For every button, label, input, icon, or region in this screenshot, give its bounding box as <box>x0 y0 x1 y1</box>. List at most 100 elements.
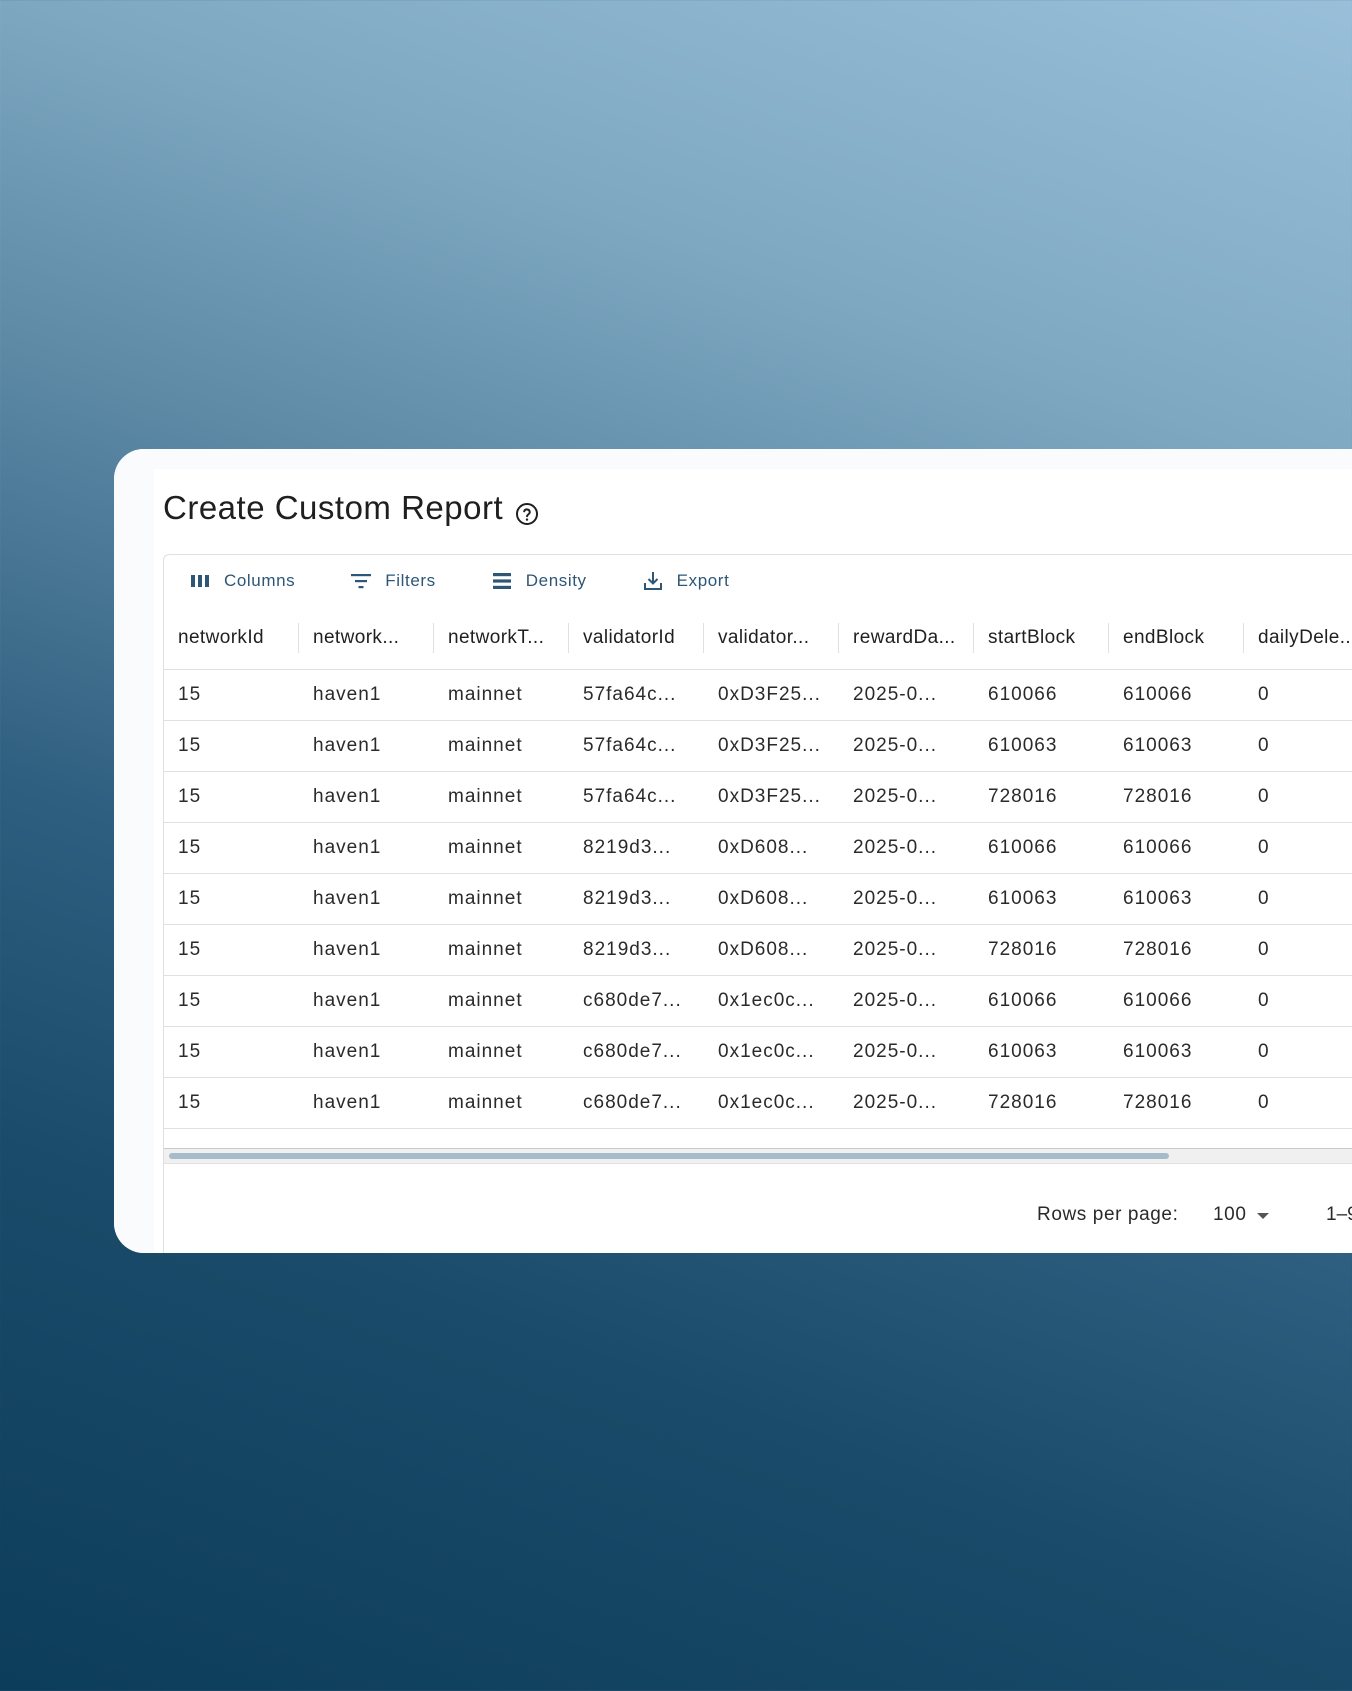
table-cell[interactable]: haven1 <box>313 939 382 960</box>
table-cell[interactable]: 610063 <box>1123 735 1193 756</box>
column-header[interactable]: dailyDele... <box>1244 607 1352 669</box>
table-cell[interactable]: 2025-0... <box>853 939 937 960</box>
column-header[interactable]: validator... <box>704 607 839 669</box>
column-header[interactable]: validatorId <box>569 607 704 669</box>
column-separator[interactable] <box>838 623 839 653</box>
column-separator[interactable] <box>973 623 974 653</box>
table-cell[interactable]: 0x1ec0c... <box>718 1041 815 1062</box>
filters-button[interactable]: Filters <box>349 569 435 593</box>
table-cell[interactable]: 0x1ec0c... <box>718 1092 815 1113</box>
table-cell[interactable]: 15 <box>178 735 202 756</box>
table-cell[interactable]: 2025-0... <box>853 684 937 705</box>
table-cell[interactable]: haven1 <box>313 735 382 756</box>
table-cell[interactable]: haven1 <box>313 837 382 858</box>
table-cell[interactable]: 610063 <box>988 888 1058 909</box>
table-cell[interactable]: mainnet <box>448 786 523 807</box>
table-cell[interactable]: 610066 <box>1123 990 1193 1011</box>
table-cell[interactable]: 15 <box>178 684 202 705</box>
table-row[interactable]: 15 haven1 mainnet 8219d3... 0xD608... 2025-0.… <box>164 874 1352 925</box>
table-cell[interactable]: 57fa64c... <box>583 786 677 807</box>
table-cell[interactable]: 728016 <box>1123 786 1193 807</box>
table-cell[interactable]: 15 <box>178 990 202 1011</box>
table-cell[interactable]: 0 <box>1258 1092 1270 1113</box>
table-row[interactable]: 15 haven1 mainnet c680de7... 0x1ec0c... 2025-… <box>164 1027 1352 1078</box>
table-cell[interactable]: 610066 <box>988 837 1058 858</box>
table-cell[interactable]: 2025-0... <box>853 1041 937 1062</box>
table-cell[interactable]: 610066 <box>1123 684 1193 705</box>
table-cell[interactable]: 0xD608... <box>718 939 809 960</box>
table-row[interactable]: 15 haven1 mainnet c680de7... 0x1ec0c... 2025-… <box>164 1078 1352 1129</box>
table-cell[interactable]: 728016 <box>988 939 1058 960</box>
table-cell[interactable]: mainnet <box>448 1092 523 1113</box>
table-cell[interactable]: 8219d3... <box>583 939 672 960</box>
table-cell[interactable]: 610063 <box>1123 1041 1193 1062</box>
table-cell[interactable]: 2025-0... <box>853 888 937 909</box>
table-cell[interactable]: 0xD3F25... <box>718 786 821 807</box>
table-cell[interactable]: haven1 <box>313 990 382 1011</box>
table-cell[interactable]: 2025-0... <box>853 837 937 858</box>
table-cell[interactable]: mainnet <box>448 837 523 858</box>
table-cell[interactable]: 15 <box>178 837 202 858</box>
table-cell[interactable]: 0 <box>1258 735 1270 756</box>
table-cell[interactable]: haven1 <box>313 1041 382 1062</box>
help-circle-icon[interactable] <box>515 496 539 525</box>
table-cell[interactable]: 57fa64c... <box>583 735 677 756</box>
column-separator[interactable] <box>568 623 569 653</box>
table-cell[interactable]: 57fa64c... <box>583 684 677 705</box>
scrollbar-thumb[interactable] <box>169 1153 1169 1159</box>
table-cell[interactable]: 0 <box>1258 684 1270 705</box>
table-cell[interactable]: mainnet <box>448 888 523 909</box>
table-cell[interactable]: 0x1ec0c... <box>718 990 815 1011</box>
table-cell[interactable]: 0 <box>1258 1041 1270 1062</box>
table-cell[interactable]: 0 <box>1258 990 1270 1011</box>
table-cell[interactable]: 610066 <box>988 990 1058 1011</box>
columns-button[interactable]: Columns <box>188 569 295 593</box>
table-row[interactable]: 15 haven1 mainnet 57fa64c... 0xD3F25... 2025-… <box>164 670 1352 721</box>
table-cell[interactable]: mainnet <box>448 990 523 1011</box>
table-cell[interactable]: 0xD608... <box>718 837 809 858</box>
column-separator[interactable] <box>433 623 434 653</box>
table-cell[interactable]: mainnet <box>448 735 523 756</box>
density-button[interactable]: Density <box>490 569 587 593</box>
table-cell[interactable]: 610063 <box>1123 888 1193 909</box>
table-cell[interactable]: 2025-0... <box>853 1092 937 1113</box>
table-cell[interactable]: 0xD608... <box>718 888 809 909</box>
export-button[interactable]: Export <box>641 569 730 593</box>
column-separator[interactable] <box>703 623 704 653</box>
table-cell[interactable]: 610066 <box>988 684 1058 705</box>
table-row[interactable]: 15 haven1 mainnet 8219d3... 0xD608... 2025-0.… <box>164 823 1352 874</box>
column-header[interactable]: endBlock <box>1109 607 1244 669</box>
table-cell[interactable]: 2025-0... <box>853 735 937 756</box>
table-cell[interactable]: 0 <box>1258 888 1270 909</box>
table-cell[interactable]: 0 <box>1258 837 1270 858</box>
table-cell[interactable]: 8219d3... <box>583 888 672 909</box>
table-row[interactable]: 15 haven1 mainnet 57fa64c... 0xD3F25... 2025-… <box>164 721 1352 772</box>
horizontal-scrollbar[interactable] <box>164 1148 1352 1164</box>
table-cell[interactable]: mainnet <box>448 1041 523 1062</box>
rows-per-page-select[interactable]: 100 <box>1213 1185 1269 1245</box>
table-cell[interactable]: 0xD3F25... <box>718 684 821 705</box>
table-row[interactable]: 15 haven1 mainnet c680de7... 0x1ec0c... 2025-… <box>164 976 1352 1027</box>
column-header[interactable]: rewardDa... <box>839 607 974 669</box>
table-cell[interactable]: 15 <box>178 786 202 807</box>
table-cell[interactable]: haven1 <box>313 684 382 705</box>
table-row[interactable]: 15 haven1 mainnet 57fa64c... 0xD3F25... 2025-… <box>164 772 1352 823</box>
table-cell[interactable]: c680de7... <box>583 990 682 1011</box>
table-cell[interactable]: 15 <box>178 888 202 909</box>
table-cell[interactable]: 0 <box>1258 939 1270 960</box>
table-cell[interactable]: 15 <box>178 939 202 960</box>
table-cell[interactable]: haven1 <box>313 786 382 807</box>
column-header[interactable]: startBlock <box>974 607 1109 669</box>
table-cell[interactable]: 728016 <box>988 1092 1058 1113</box>
table-cell[interactable]: 0xD3F25... <box>718 735 821 756</box>
table-cell[interactable]: 728016 <box>1123 939 1193 960</box>
table-cell[interactable]: mainnet <box>448 684 523 705</box>
table-cell[interactable]: c680de7... <box>583 1092 682 1113</box>
table-cell[interactable]: 728016 <box>1123 1092 1193 1113</box>
column-header[interactable]: networkId <box>164 607 299 669</box>
table-cell[interactable]: 15 <box>178 1092 202 1113</box>
table-cell[interactable]: 610063 <box>988 735 1058 756</box>
table-cell[interactable]: 2025-0... <box>853 990 937 1011</box>
table-cell[interactable]: 15 <box>178 1041 202 1062</box>
column-separator[interactable] <box>298 623 299 653</box>
